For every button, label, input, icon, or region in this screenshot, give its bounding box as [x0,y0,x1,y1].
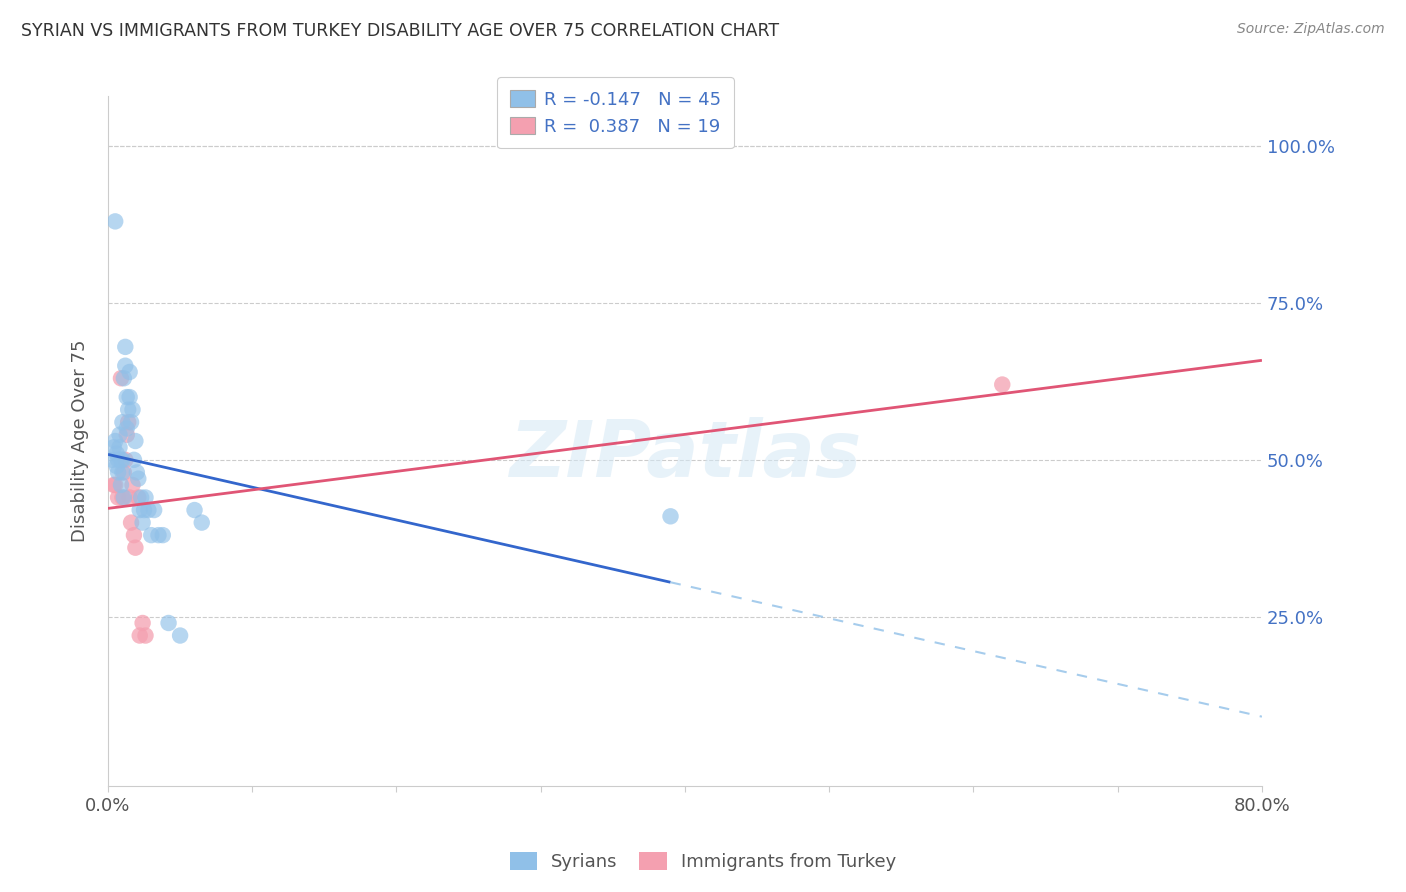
Point [115,390,138,404]
Point [131,615,153,630]
Point [128,503,150,517]
Point [122,528,145,542]
Point [114,359,136,373]
Point [124,434,146,448]
Legend: R = -0.147   N = 45, R =  0.387   N = 19: R = -0.147 N = 45, R = 0.387 N = 19 [498,78,734,148]
Point [152,528,174,542]
Point [148,528,170,542]
Point [143,503,166,517]
Point [108,427,131,442]
Y-axis label: Disability Age Over 75: Disability Age Over 75 [72,340,89,542]
Point [124,541,146,555]
Point [138,503,160,517]
Point [107,491,129,505]
Point [121,402,143,417]
Point [118,365,141,379]
Point [115,427,138,442]
Point [114,453,136,467]
Point [659,509,682,524]
Point [111,466,134,480]
Point [120,415,142,429]
Text: SYRIAN VS IMMIGRANTS FROM TURKEY DISABILITY AGE OVER 75 CORRELATION CHART: SYRIAN VS IMMIGRANTS FROM TURKEY DISABIL… [21,22,779,40]
Point [111,491,134,505]
Text: Source: ZipAtlas.com: Source: ZipAtlas.com [1237,22,1385,37]
Point [132,503,155,517]
Point [110,453,132,467]
Point [105,446,128,460]
Point [134,628,156,642]
Point [118,491,141,505]
Point [110,371,132,385]
Point [121,478,143,492]
Point [118,390,141,404]
Point [103,440,125,454]
Point [107,453,129,467]
Point [104,214,127,228]
Point [131,516,153,530]
Point [125,466,148,480]
Point [111,415,134,429]
Point [117,402,139,417]
Point [105,459,128,474]
Point [101,453,124,467]
Point [183,503,205,517]
Point [104,478,127,492]
Point [110,478,132,492]
Point [128,628,150,642]
Point [103,478,125,492]
Point [108,440,131,454]
Point [115,421,138,435]
Point [114,340,136,354]
Point [157,615,180,630]
Point [117,415,139,429]
Point [111,453,134,467]
Point [127,472,149,486]
Point [190,516,212,530]
Point [120,516,142,530]
Point [127,491,149,505]
Point [141,528,163,542]
Point [991,377,1014,392]
Text: ZIPatlas: ZIPatlas [509,417,860,492]
Point [107,466,129,480]
Point [112,491,135,505]
Point [169,628,191,642]
Point [129,491,152,505]
Point [122,453,145,467]
Point [134,491,156,505]
Point [104,434,127,448]
Point [112,466,135,480]
Point [112,371,135,385]
Legend: Syrians, Immigrants from Turkey: Syrians, Immigrants from Turkey [502,846,904,879]
